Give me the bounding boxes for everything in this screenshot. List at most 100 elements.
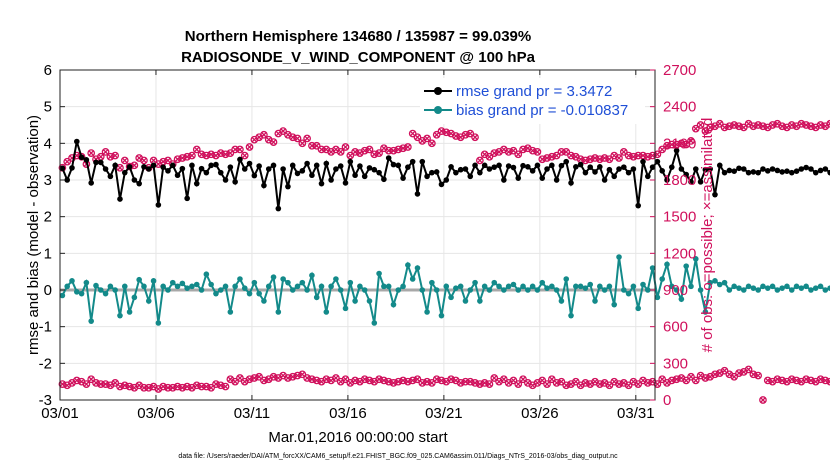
bias-point (376, 270, 382, 277)
bias-point (697, 287, 704, 293)
obs-assimilated-marker (376, 150, 383, 157)
rmse-point (577, 161, 584, 168)
rmse-point (793, 168, 800, 174)
rmse-point (285, 183, 291, 190)
bias-point (304, 287, 310, 293)
legend-rmse-label: rmse grand pr = 3.3472 (456, 83, 612, 100)
bias-point (414, 265, 421, 271)
bias-point (193, 281, 200, 288)
rmse-point (529, 168, 536, 174)
obs-assimilated-marker (294, 135, 301, 142)
obs-assimilated-marker (97, 153, 104, 160)
bias-point (793, 283, 800, 290)
legend-bias-marker (434, 106, 442, 114)
bias-point (203, 271, 210, 278)
rmse-point (155, 202, 162, 208)
obs-possible-marker (111, 379, 120, 387)
rmse-point (126, 164, 133, 170)
rmse-point (318, 180, 325, 187)
obs-assimilated-marker (755, 372, 762, 379)
bias-point (309, 272, 315, 279)
obs-assimilated-marker (236, 146, 243, 153)
rmse-point (131, 177, 138, 183)
obs-assimilated-marker (102, 148, 109, 155)
obs-assimilated-marker (188, 152, 196, 159)
rmse-point (107, 173, 114, 180)
obs-assimilated-marker (745, 366, 752, 373)
y-right-tick-label: 1200 (663, 245, 696, 262)
bias-point (707, 279, 713, 286)
bias-point (318, 283, 325, 290)
obs-assimilated-marker (121, 157, 128, 164)
bias-point (217, 287, 224, 293)
rmse-point (83, 157, 90, 163)
rmse-point (760, 166, 766, 172)
rmse-point (299, 168, 306, 174)
obs-assimilated-marker (131, 162, 138, 169)
bias-point (798, 285, 805, 291)
rmse-point (683, 171, 689, 178)
bias-point (611, 301, 618, 308)
bias-point (189, 283, 195, 290)
rmse-point (740, 166, 747, 172)
bias-point (213, 290, 219, 297)
rmse-point (232, 179, 238, 185)
bias-point (808, 287, 814, 293)
obs-possible-marker (260, 130, 268, 139)
y-right-tick-label: 1800 (663, 172, 696, 189)
obs-possible-marker (476, 156, 484, 165)
obs-assimilated-marker (486, 381, 493, 388)
obs-possible-marker (236, 145, 244, 154)
rmse-point (558, 162, 565, 169)
rmse-point (93, 159, 99, 166)
bias-point (529, 283, 536, 290)
obs-possible-marker (696, 121, 705, 129)
bias-point (222, 283, 229, 290)
rmse-point (668, 164, 675, 170)
rmse-point (69, 165, 75, 171)
obs-possible-marker (557, 377, 566, 386)
obs-assimilated-marker (88, 150, 95, 157)
bias-point (668, 283, 675, 290)
obs-possible-marker (207, 383, 215, 392)
rmse-point (366, 165, 373, 171)
bias-point (433, 287, 440, 293)
rmse-point (486, 166, 493, 172)
obs-possible-marker (140, 156, 148, 165)
rmse-point (217, 169, 224, 176)
obs-possible-marker (658, 145, 667, 154)
rmse-point (764, 168, 771, 174)
bias-point (342, 305, 349, 312)
bias-point (582, 285, 589, 291)
x-tick-label: 03/21 (425, 405, 463, 422)
obs-possible-marker (533, 148, 542, 156)
bias-point (208, 281, 214, 288)
bias-point (126, 309, 133, 315)
rmse-point (409, 158, 416, 165)
rmse-point (505, 163, 512, 169)
bias-point (625, 290, 632, 297)
x-tick-label: 03/06 (137, 405, 175, 422)
bias-point (299, 279, 306, 286)
rmse-point (275, 205, 282, 212)
bias-point (505, 283, 512, 290)
obs-assimilated-marker (193, 146, 200, 153)
obs-possible-marker (562, 148, 571, 156)
rmse-point (405, 164, 411, 170)
obs-possible-marker (557, 148, 566, 156)
rmse-point (78, 154, 85, 161)
obs-possible-marker (255, 372, 263, 381)
bias-point (409, 276, 416, 282)
obs-possible-marker (538, 376, 547, 385)
bias-point (812, 285, 819, 291)
bias-point (457, 283, 464, 290)
obs-possible-marker (744, 365, 753, 374)
bias-point (515, 287, 522, 293)
obs-possible-marker (466, 129, 475, 138)
bias-point (740, 287, 747, 293)
obs-assimilated-marker (241, 152, 248, 159)
series-group (58, 119, 830, 404)
rmse-point (241, 166, 248, 172)
obs-assimilated-marker (366, 146, 373, 153)
x-tick-label: 03/26 (521, 405, 559, 422)
